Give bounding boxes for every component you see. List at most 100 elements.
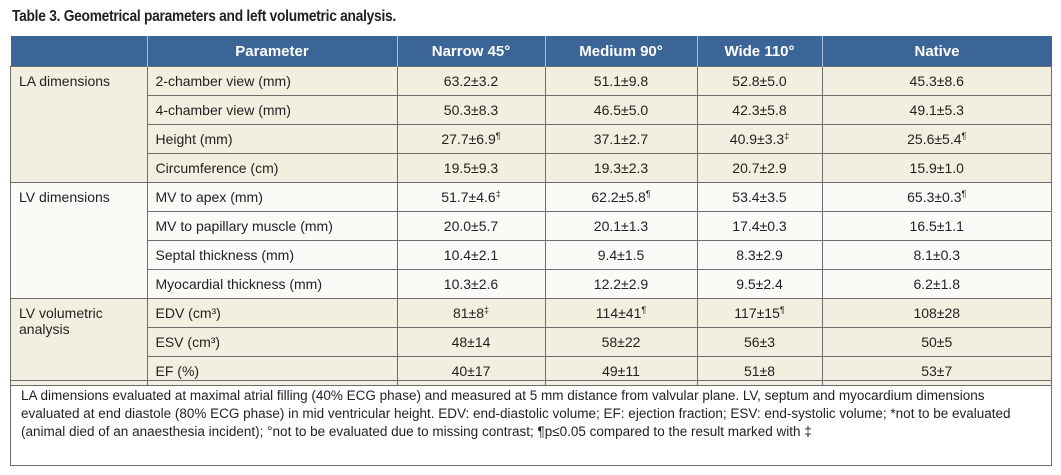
value-text: 42.3±5.8 (732, 102, 787, 118)
header-wide: Wide 110° (696, 36, 822, 67)
data-table: Parameter Narrow 45° Medium 90° Wide 110… (10, 36, 1052, 386)
table-row: Septal thickness (mm) 10.4±2.1 9.4±1.5 8.3±… (11, 240, 1052, 270)
parameter-cell: 2-chamber view (mm) (146, 66, 398, 96)
parameter-cell: 4-chamber view (mm) (146, 95, 398, 125)
table-row: Circumference (cm) 19.5±9.3 19.3±2.3 20.7±2… (11, 153, 1052, 183)
significance-marker: ¶ (961, 131, 967, 141)
value-cell: 117±15¶ (696, 298, 823, 328)
value-cell: 10.4±2.1 (396, 240, 546, 270)
value-text: 27.7±6.9 (441, 131, 496, 147)
value-cell: 20.7±2.9 (696, 153, 823, 183)
value-cell: 27.7±6.9¶ (396, 124, 546, 154)
parameter-cell: Myocardial thickness (mm) (146, 269, 398, 299)
value-text: 45.3±8.6 (909, 73, 964, 89)
value-text: 52.8±5.0 (732, 73, 787, 89)
value-cell: 9.5±2.4 (696, 269, 823, 299)
value-text: 12.2±2.9 (593, 276, 649, 292)
value-cell: 65.3±0.3¶ (821, 182, 1052, 212)
table-row: LV dimensions MV to apex (mm) 51.7±4.6‡ 62.… (10, 182, 1052, 299)
parameter-cell: Septal thickness (mm) (146, 240, 398, 270)
value-cell: 16.5±1.1 (821, 211, 1052, 241)
value-text: 20.7±2.9 (732, 160, 787, 176)
value-text: 37.1±2.7 (593, 131, 649, 147)
value-text: 20.0±5.7 (443, 218, 499, 234)
significance-marker: ‡ (495, 189, 501, 199)
value-text: 10.4±2.1 (443, 247, 499, 263)
value-cell: 12.2±2.9 (544, 269, 698, 299)
parameter-cell: Circumference (cm) (146, 153, 398, 183)
value-text: 25.6±5.4 (907, 131, 962, 147)
value-cell: 8.3±2.9 (696, 240, 823, 270)
value-text: 40±17 (451, 363, 491, 379)
value-cell: 19.5±9.3 (396, 153, 546, 183)
value-text: 50.3±8.3 (443, 102, 499, 118)
value-cell: 20.1±1.3 (544, 211, 698, 241)
value-cell: 17.4±0.3 (696, 211, 823, 241)
value-cell: 53.4±3.5 (696, 182, 823, 212)
value-text: 65.3±0.3 (907, 189, 962, 205)
table-title: Table 3. Geometrical parameters and left… (12, 8, 396, 25)
value-cell: 50±5 (821, 327, 1052, 357)
value-text: 48±14 (451, 334, 491, 350)
value-text: 16.5±1.1 (909, 218, 964, 234)
value-cell: 51.1±9.8 (544, 66, 698, 96)
table-row: 4-chamber view (mm) 50.3±8.3 46.5±5.0 42.3±… (11, 95, 1052, 125)
group-label: LV dimensions (10, 182, 148, 299)
value-cell: 37.1±2.7 (544, 124, 698, 154)
value-text: 62.2±5.8 (591, 189, 646, 205)
value-text: 15.9±1.0 (909, 160, 964, 176)
table-row: Height (mm) 27.7±6.9¶ 37.1±2.7 40.9±3.3‡ 25.… (11, 124, 1052, 154)
header-parameter: Parameter (146, 36, 397, 67)
group-label: LA dimensions (10, 66, 148, 183)
value-text: 53.4±3.5 (732, 189, 787, 205)
value-cell: 81±8‡ (396, 298, 546, 328)
significance-marker: ¶ (641, 305, 647, 315)
value-text: 117±15 (734, 305, 780, 321)
value-cell: 50.3±8.3 (396, 95, 546, 125)
value-cell: 40.9±3.3‡ (696, 124, 823, 154)
table-row: LA dimensions 2-chamber view (mm) 63.2±3.2… (10, 66, 1052, 183)
header-row: Parameter Narrow 45° Medium 90° Wide 110… (10, 36, 1052, 67)
significance-marker: ¶ (495, 131, 501, 141)
value-text: 53±7 (921, 363, 953, 379)
header-narrow: Narrow 45° (396, 36, 545, 67)
value-text: 6.2±1.8 (913, 276, 961, 292)
value-cell: 10.3±2.6 (396, 269, 546, 299)
value-cell: 63.2±3.2 (396, 66, 546, 96)
header-native: Native (821, 36, 1052, 67)
value-cell: 62.2±5.8¶ (544, 182, 698, 212)
value-text: 114±41 (595, 305, 642, 321)
value-text: 17.4±0.3 (732, 218, 787, 234)
value-cell: 48±14 (396, 327, 546, 357)
value-text: 58±22 (601, 334, 641, 350)
value-text: 49±11 (602, 363, 640, 379)
table-row: MV to papillary muscle (mm) 20.0±5.7 20.1±… (11, 211, 1052, 241)
value-text: 10.3±2.6 (443, 276, 499, 292)
value-text: 49.1±5.3 (909, 102, 964, 118)
value-text: 46.5±5.0 (593, 102, 649, 118)
table-row: Myocardial thickness (mm) 10.3±2.6 12.2±2.… (11, 269, 1052, 299)
value-text: 8.3±2.9 (736, 247, 783, 263)
value-cell: 49±11 (544, 356, 698, 386)
parameter-cell: EDV (cm³) (146, 298, 398, 328)
header-group (10, 36, 147, 67)
value-cell: 56±3 (696, 327, 823, 357)
value-text: 81±8 (452, 305, 485, 321)
group-label: LV volumetric analysis (10, 298, 148, 386)
value-text: 56±3 (743, 334, 776, 350)
value-cell: 6.2±1.8 (821, 269, 1052, 299)
parameter-cell: Height (mm) (146, 124, 398, 154)
value-text: 108±28 (913, 305, 961, 321)
footnote: LA dimensions evaluated at maximal atria… (10, 380, 1052, 466)
value-cell: 25.6±5.4¶ (821, 124, 1052, 154)
value-text: 51.7±4.6 (441, 189, 496, 205)
significance-marker: ¶ (645, 189, 651, 199)
value-text: 9.5±2.4 (736, 276, 783, 292)
value-cell: 108±28 (821, 298, 1052, 328)
value-text: 9.4±1.5 (597, 247, 645, 263)
significance-marker: ‡ (784, 131, 790, 141)
value-cell: 8.1±0.3 (821, 240, 1052, 270)
value-cell: 52.8±5.0 (696, 66, 823, 96)
value-cell: 42.3±5.8 (696, 95, 823, 125)
value-cell: 58±22 (544, 327, 698, 357)
